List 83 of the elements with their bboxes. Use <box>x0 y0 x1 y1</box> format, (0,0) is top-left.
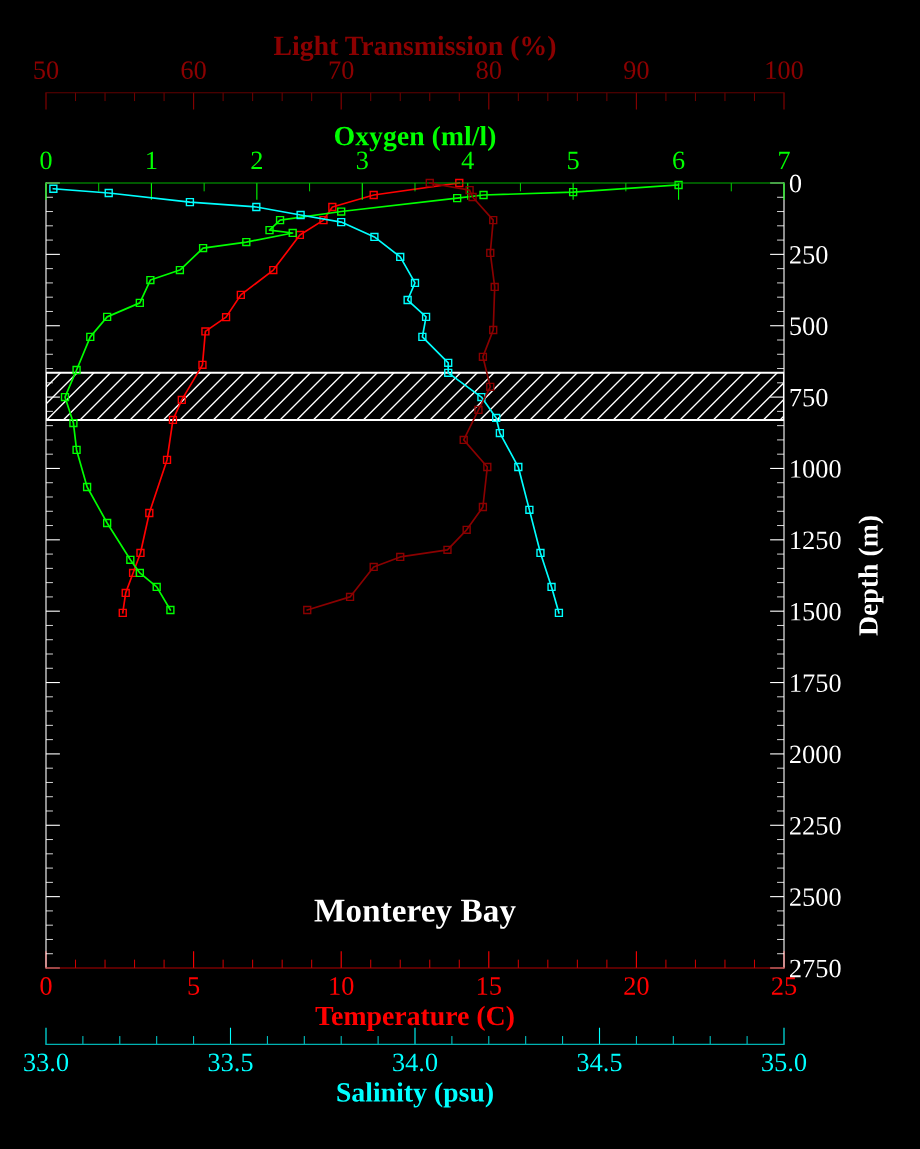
x-tick-label: 15 <box>477 977 501 995</box>
point <box>236 290 245 300</box>
point <box>514 462 523 472</box>
x2-tick-label: 6 <box>673 151 685 170</box>
point <box>145 508 154 518</box>
y-tick-label: 1750 <box>791 674 841 692</box>
point <box>554 608 564 618</box>
point <box>396 252 405 262</box>
x-tick-label: 25 <box>771 977 797 995</box>
x-tick-label: 5 <box>188 977 200 995</box>
point <box>49 184 58 193</box>
x-tick-label: 10 <box>330 977 354 995</box>
point <box>252 202 261 212</box>
x2-tick-label: 100 <box>766 61 803 80</box>
x2-axis-title: Oxygen (ml/l) <box>334 125 496 152</box>
y-tick-label: 0 <box>789 174 802 193</box>
point <box>168 415 178 425</box>
x2-tick-label: 4 <box>461 151 474 170</box>
point <box>198 360 207 370</box>
x-axis-title: Temperature (C) <box>315 1005 514 1032</box>
point <box>444 358 453 368</box>
point <box>418 332 427 342</box>
x2-tick-label: 1 <box>147 151 157 170</box>
y-tick-label: 750 <box>790 388 828 407</box>
point <box>455 178 464 188</box>
point <box>104 188 113 198</box>
y-tick-label: 1250 <box>791 531 841 550</box>
point <box>337 217 346 227</box>
y-tick-label: 250 <box>790 245 828 264</box>
point <box>444 368 453 377</box>
x2-tick-label: 90 <box>624 61 649 80</box>
point <box>221 312 231 322</box>
y-tick-label: 500 <box>790 317 828 336</box>
y-tick-label: 2750 <box>790 959 841 978</box>
point <box>370 232 379 242</box>
point <box>536 548 545 558</box>
point <box>136 548 145 558</box>
point <box>177 395 186 405</box>
point <box>201 327 210 336</box>
point <box>547 582 556 592</box>
y-tick-label: 1000 <box>791 460 841 478</box>
x2-tick-label: 60 <box>181 61 206 80</box>
x2-tick-label: 50 <box>34 61 59 80</box>
x2-axis-title: Light Transmission (%) <box>273 35 556 62</box>
point <box>319 215 328 225</box>
x2-tick-label: 2 <box>251 151 262 170</box>
x-tick-label: 34.5 <box>577 1053 622 1072</box>
point <box>128 568 138 578</box>
point <box>269 265 278 275</box>
point <box>328 202 337 212</box>
x2-tick-label: 5 <box>568 151 579 170</box>
point <box>410 278 420 288</box>
x2-tick-label: 70 <box>329 61 354 80</box>
point <box>295 230 305 240</box>
x-tick-label: 20 <box>624 977 649 995</box>
y-tick-label: 1500 <box>791 602 841 621</box>
point <box>185 197 195 207</box>
y-tick-label: 2000 <box>790 745 841 764</box>
x-tick-label: 0 <box>40 977 52 995</box>
x-axis-title: Salinity (psu) <box>337 1082 493 1108</box>
x-tick-label: 33.0 <box>24 1053 69 1072</box>
point <box>403 295 412 305</box>
x2-tick-label: 3 <box>356 151 368 170</box>
point <box>162 455 172 465</box>
x-tick-label: 35.0 <box>762 1053 807 1072</box>
y-tick-label: 2250 <box>790 816 841 835</box>
x-tick-label: 33.5 <box>208 1053 253 1072</box>
y-tick-label: 2500 <box>790 888 841 907</box>
point <box>296 210 305 220</box>
x-tick-label: 34.0 <box>393 1053 438 1072</box>
point <box>477 392 486 402</box>
x2-tick-label: 80 <box>476 61 501 80</box>
point <box>118 608 127 618</box>
point <box>121 588 130 598</box>
point <box>495 428 505 438</box>
y-axis-title: Depth (m) <box>858 516 884 636</box>
point <box>369 190 378 200</box>
point <box>525 505 534 515</box>
x2-tick-label: 7 <box>779 151 790 170</box>
x2-tick-label: 0 <box>40 151 52 170</box>
annotation: Monterey Bay <box>314 899 516 929</box>
point <box>492 413 501 423</box>
point <box>421 312 431 322</box>
